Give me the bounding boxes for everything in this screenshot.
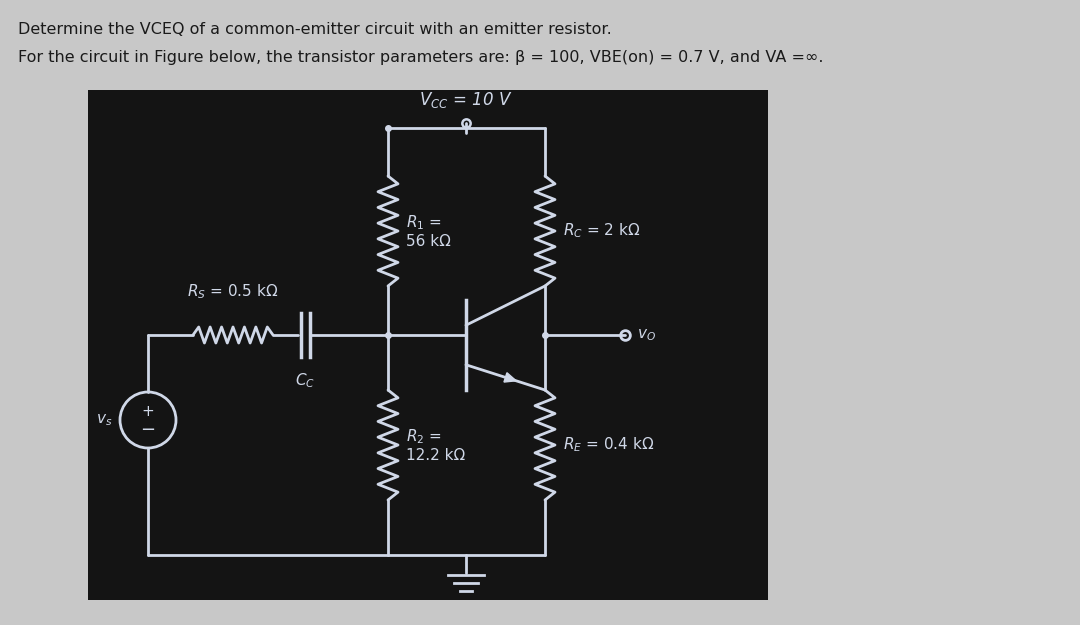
Text: $R_E$ = 0.4 kΩ: $R_E$ = 0.4 kΩ <box>563 436 654 454</box>
Text: $R_C$ = 2 kΩ: $R_C$ = 2 kΩ <box>563 222 640 241</box>
Text: $R_2$ =
12.2 kΩ: $R_2$ = 12.2 kΩ <box>406 427 465 463</box>
Text: Determine the VCEQ of a common-emitter circuit with an emitter resistor.: Determine the VCEQ of a common-emitter c… <box>18 22 611 37</box>
Text: $R_S$ = 0.5 kΩ: $R_S$ = 0.5 kΩ <box>187 282 279 301</box>
Text: $R_1$ =
56 kΩ: $R_1$ = 56 kΩ <box>406 213 450 249</box>
Text: $v_O$: $v_O$ <box>637 327 656 343</box>
Text: −: − <box>140 421 156 439</box>
Text: $v_s$: $v_s$ <box>96 412 112 428</box>
Bar <box>87 90 768 600</box>
Text: $C_C$: $C_C$ <box>295 371 315 390</box>
Polygon shape <box>504 372 516 382</box>
Text: For the circuit in Figure below, the transistor parameters are: β = 100, VBE(on): For the circuit in Figure below, the tra… <box>18 50 824 65</box>
Text: +: + <box>141 404 154 419</box>
Text: $V_{CC}$ = 10 V: $V_{CC}$ = 10 V <box>419 90 513 110</box>
